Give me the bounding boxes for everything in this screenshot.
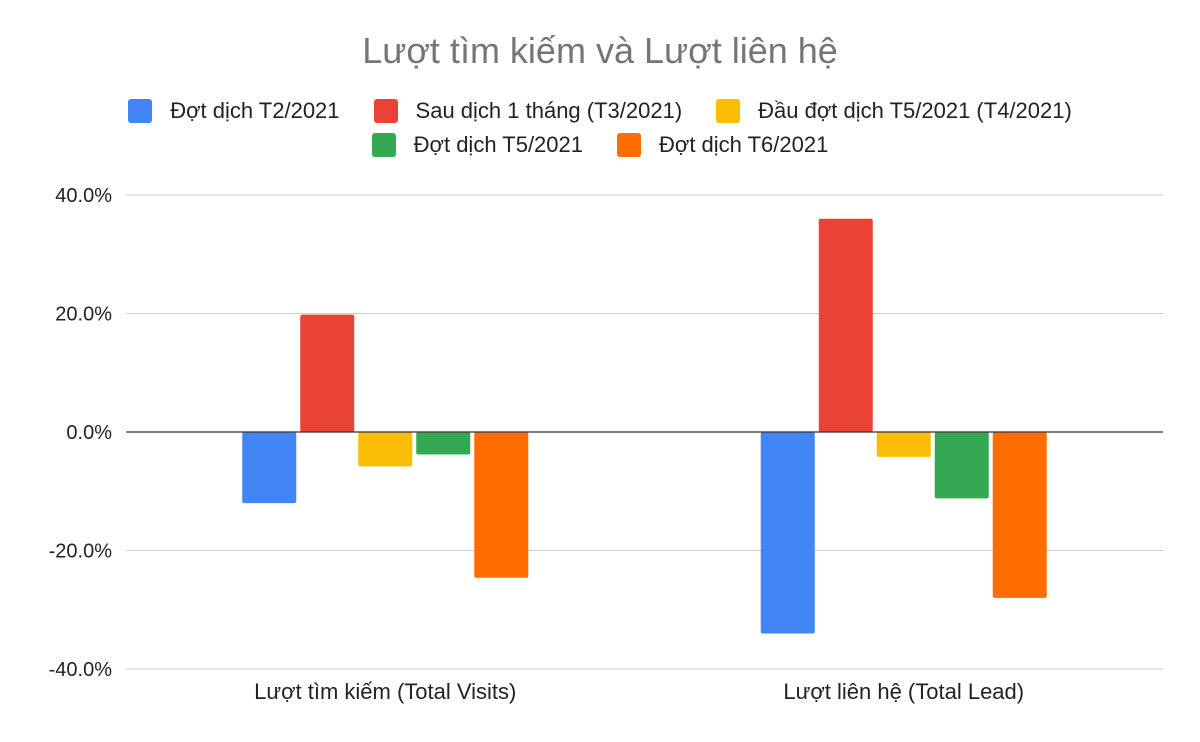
legend-swatch-4 xyxy=(371,133,396,157)
legend-swatch-3 xyxy=(716,99,741,123)
bar-1-4 xyxy=(416,432,471,455)
legend-item-2: Sau dịch 1 tháng (T3/2021) xyxy=(373,98,683,124)
y-tick-label-3: 0.0% xyxy=(66,422,112,444)
bar-2-2 xyxy=(818,218,873,432)
legend-label-2: Sau dịch 1 tháng (T3/2021) xyxy=(415,98,683,123)
legend-swatch-1 xyxy=(128,99,153,123)
bar-2-5 xyxy=(992,432,1047,598)
y-tick-label-1: 40.0% xyxy=(55,185,112,207)
legend-label-5: Đợt dịch T6/2021 xyxy=(659,132,829,157)
legend-item-5: Đợt dịch T6/2021 xyxy=(617,132,828,158)
chart-title: Lượt tìm kiếm và Lượt liên hệ xyxy=(362,30,838,71)
legend-item-4: Đợt dịch T5/2021 xyxy=(371,132,583,158)
legend-item-1: Đợt dịch T2/2021 xyxy=(128,98,340,124)
bar-2-3 xyxy=(876,432,931,457)
y-tick-label-4: -20.0% xyxy=(49,541,113,563)
legend-label-4: Đợt dịch T5/2021 xyxy=(413,132,583,157)
bar-1-3 xyxy=(358,432,413,467)
y-tick-label-5: -40.0% xyxy=(49,659,113,681)
legend-row-2: Đợt dịch T5/2021 Đợt dịch T6/2021 xyxy=(0,132,1200,158)
bar-1-2 xyxy=(300,314,355,432)
legend-item-3: Đầu đợt dịch T5/2021 (T4/2021) xyxy=(716,98,1072,124)
x-category-label-2: Lượt liên hệ (Total Lead) xyxy=(783,679,1024,704)
y-tick-label-2: 20.0% xyxy=(55,304,112,326)
bar-2-1 xyxy=(760,432,815,634)
bar-1-1 xyxy=(242,432,297,504)
legend-swatch-5 xyxy=(617,133,641,157)
legend-label-1: Đợt dịch T2/2021 xyxy=(170,98,340,123)
legend-row-1: Đợt dịch T2/2021 Sau dịch 1 tháng (T3/20… xyxy=(0,98,1200,124)
bar-2-4 xyxy=(934,432,989,499)
bar-1-5 xyxy=(474,432,529,578)
legend-label-3: Đầu đợt dịch T5/2021 (T4/2021) xyxy=(758,98,1072,123)
legend-swatch-2 xyxy=(373,99,398,123)
x-category-label-1: Lượt tìm kiếm (Total Visits) xyxy=(254,679,516,704)
